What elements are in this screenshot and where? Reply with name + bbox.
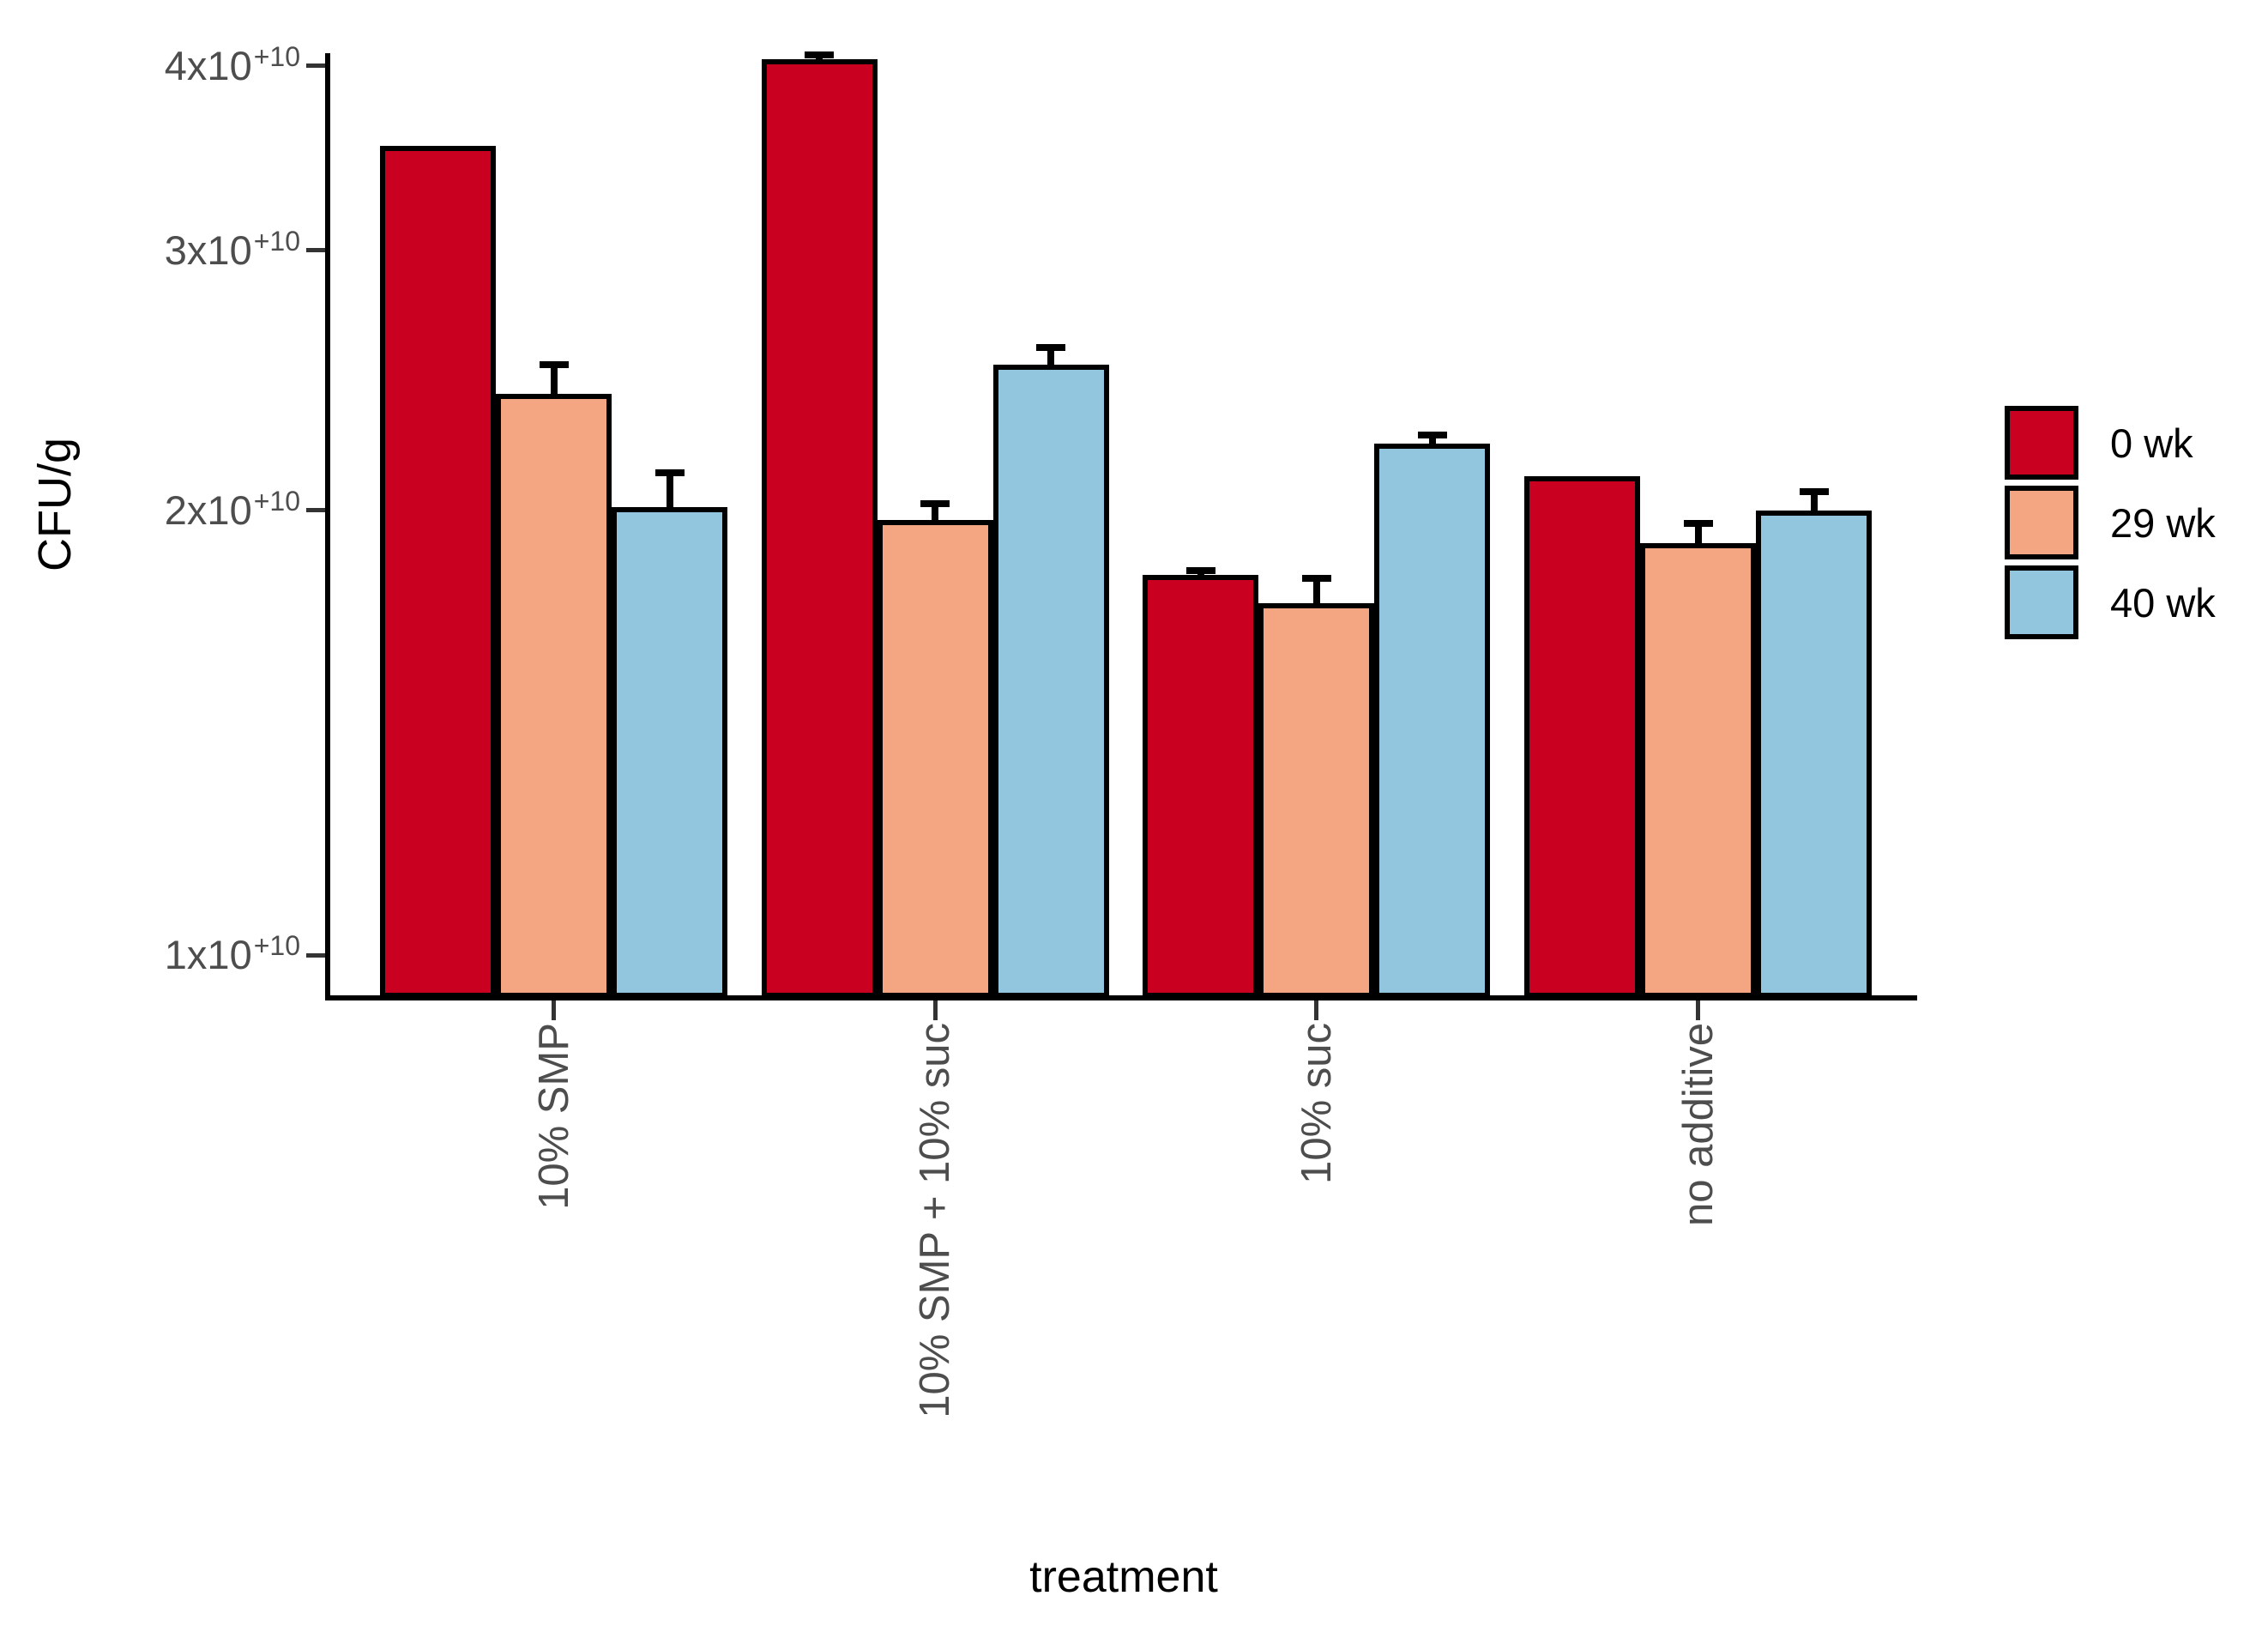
x-category-label-3: 10% suc [1294, 1023, 1340, 1184]
error-bar-40wk-group4 [1811, 492, 1818, 514]
bar-29wk-group4 [1640, 543, 1756, 998]
x-tick-1 [552, 1000, 556, 1020]
bar-29wk-group2 [878, 520, 993, 998]
y-tick-label-base: 4x10 [164, 43, 252, 88]
bar-40wk-group2 [993, 365, 1109, 998]
error-cap-29wk-group3 [1302, 575, 1331, 582]
error-cap-0wk-group3 [1186, 567, 1215, 574]
error-bar-29wk-group4 [1695, 523, 1702, 547]
x-category-label-4: no additive [1675, 1023, 1722, 1227]
x-tick-3 [1314, 1000, 1318, 1020]
bar-40wk-group3 [1374, 444, 1490, 998]
legend-row-29wk: 29 wk [2005, 486, 2216, 559]
legend-row-40wk: 40 wk [2005, 565, 2216, 639]
bar-29wk-group3 [1258, 603, 1374, 998]
y-tick-label-exponent: +10 [253, 226, 300, 257]
y-tick-label-exponent: +10 [253, 41, 300, 72]
y-axis-title: CFU/g [29, 437, 81, 572]
legend-swatch-40wk [2005, 565, 2078, 639]
y-tick-label-4: 4x10+10 [165, 40, 300, 96]
y-tick-label-2: 2x10+10 [165, 485, 300, 541]
y-axis-line [325, 53, 330, 1000]
legend-label-0wk: 0 wk [2110, 420, 2193, 466]
legend-row-0wk: 0 wk [2005, 406, 2216, 480]
legend-swatch-0wk [2005, 406, 2078, 480]
error-cap-40wk-group2 [1036, 344, 1065, 351]
legend-swatch-29wk [2005, 486, 2078, 559]
x-axis-title: treatment [1029, 1552, 1218, 1602]
bar-0wk-group4 [1524, 476, 1640, 998]
error-bar-40wk-group3 [1429, 435, 1436, 447]
error-cap-40wk-group1 [655, 469, 685, 476]
y-tick-2 [306, 508, 325, 512]
error-bar-29wk-group1 [551, 365, 558, 396]
error-cap-29wk-group4 [1684, 520, 1713, 527]
bar-0wk-group1 [380, 146, 496, 998]
bar-40wk-group1 [612, 507, 727, 998]
legend: 0 wk 29 wk 40 wk [2005, 406, 2216, 645]
y-tick-label-3: 3x10+10 [165, 225, 300, 281]
bar-29wk-group1 [496, 394, 612, 998]
bar-40wk-group4 [1756, 511, 1872, 998]
bar-0wk-group3 [1143, 575, 1258, 998]
y-tick-label-exponent: +10 [253, 930, 300, 961]
legend-label-29wk: 29 wk [2110, 499, 2216, 546]
error-bar-0wk-group3 [1197, 571, 1204, 577]
x-tick-4 [1696, 1000, 1700, 1020]
y-tick-label-exponent: +10 [253, 486, 300, 517]
x-category-label-2: 10% SMP + 10% suc [912, 1023, 958, 1418]
error-cap-40wk-group4 [1800, 488, 1829, 495]
error-bar-29wk-group2 [932, 504, 938, 523]
y-tick-3 [306, 248, 325, 252]
y-tick-1 [306, 953, 325, 958]
error-cap-0wk-group2 [805, 51, 834, 58]
error-bar-29wk-group3 [1313, 578, 1320, 607]
error-cap-29wk-group2 [920, 500, 950, 507]
x-axis-line [325, 995, 1917, 1000]
x-category-label-1: 10% SMP [531, 1023, 577, 1210]
bar-0wk-group2 [762, 59, 878, 998]
y-tick-label-base: 2x10 [164, 487, 252, 533]
x-tick-2 [933, 1000, 938, 1020]
y-tick-label-base: 3x10 [164, 227, 252, 273]
error-cap-29wk-group1 [540, 361, 569, 368]
legend-label-40wk: 40 wk [2110, 579, 2216, 626]
error-bar-40wk-group2 [1047, 348, 1054, 369]
y-tick-label-1: 1x10+10 [165, 929, 300, 985]
y-tick-4 [306, 63, 325, 68]
y-tick-label-base: 1x10 [164, 932, 252, 977]
error-cap-40wk-group3 [1418, 432, 1447, 438]
error-bar-40wk-group1 [667, 473, 673, 511]
